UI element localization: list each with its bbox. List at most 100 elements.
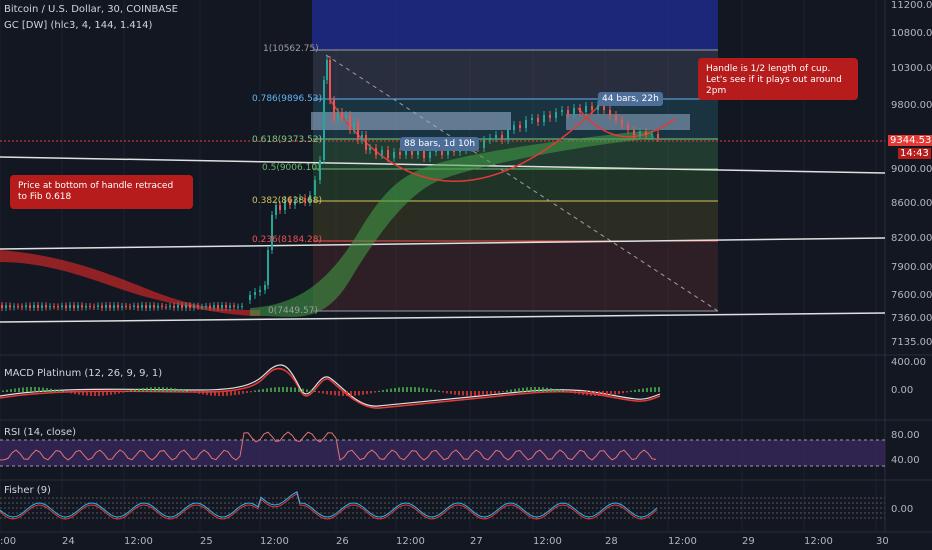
candle-body <box>435 150 437 152</box>
macd-histogram-bar <box>302 388 304 392</box>
fisher-title[interactable]: Fisher (9) <box>4 485 51 496</box>
macd-histogram-bar <box>618 391 620 394</box>
candle-body <box>89 306 91 308</box>
macd-histogram-bar <box>130 390 132 392</box>
candle-body <box>405 150 407 155</box>
candle-body <box>573 108 575 114</box>
candle-body <box>597 105 599 110</box>
macd-histogram-bar <box>422 387 424 392</box>
candle-body <box>213 305 215 308</box>
candle-body <box>549 115 551 118</box>
macd-histogram-bar <box>50 388 52 392</box>
rsi-title[interactable]: RSI (14, close) <box>4 427 77 438</box>
macd-histogram-bar <box>210 391 212 396</box>
macd-title[interactable]: MACD Platinum (12, 26, 9, 9, 1) <box>4 368 163 379</box>
candle-body <box>567 110 569 114</box>
macd-histogram-bar <box>186 390 188 392</box>
macd-histogram-bar <box>162 387 164 392</box>
price-tick: 10300.00 <box>891 63 932 74</box>
candle-body <box>41 305 43 308</box>
candle-body <box>299 198 301 200</box>
macd-histogram-bar <box>86 391 88 396</box>
symbol-title[interactable]: Bitcoin / U.S. Dollar, 30, COINBASE <box>4 4 178 15</box>
candle-body <box>591 106 593 110</box>
right-callout[interactable]: Handle is 1/2 length of cup. Let's see i… <box>698 58 858 100</box>
candle-body <box>85 306 87 308</box>
candle-body <box>157 305 159 308</box>
candle-body <box>201 306 203 308</box>
macd-histogram-bar <box>622 391 624 394</box>
macd-histogram-bar <box>526 387 528 392</box>
macd-histogram-bar <box>54 389 56 392</box>
macd-histogram-bar <box>178 388 180 392</box>
candle-body <box>411 150 413 155</box>
candle-body <box>133 305 135 307</box>
macd-histogram-bar <box>34 387 36 392</box>
macd-histogram-bar <box>470 391 472 396</box>
macd-histogram-bar <box>310 390 312 392</box>
macd-histogram-bar <box>114 391 116 395</box>
time-tick: 12:00 <box>124 536 153 547</box>
macd-histogram-bar <box>350 391 352 396</box>
candle-body <box>627 125 629 130</box>
macd-histogram-bar <box>322 391 324 394</box>
macd-histogram-bar <box>26 387 28 392</box>
macd-histogram-bar <box>66 391 68 393</box>
candle-body <box>319 160 321 180</box>
candle-body <box>326 60 328 80</box>
macd-histogram-bar <box>474 391 476 396</box>
time-tick: 27 <box>470 536 483 547</box>
bars-range-44[interactable]: 44 bars, 22h <box>598 92 663 106</box>
macd-histogram-bar <box>226 391 228 396</box>
macd-histogram-bar <box>346 391 348 396</box>
macd-histogram-bar <box>386 389 388 392</box>
time-tick: 12:00 <box>533 536 562 547</box>
fisher-line <box>0 491 658 518</box>
candle-body <box>189 305 191 308</box>
macd-histogram-bar <box>46 388 48 392</box>
candle-body <box>501 135 503 140</box>
candle-body <box>9 305 11 308</box>
macd-histogram-bar <box>530 387 532 392</box>
macd-histogram-bar <box>522 387 524 392</box>
macd-histogram-bar <box>630 390 632 392</box>
candle-body <box>341 112 343 118</box>
price-tick: 7900.00 <box>891 262 932 273</box>
rsi-tick: 80.00 <box>891 430 920 441</box>
candle-body <box>45 305 47 308</box>
macd-histogram-bar <box>218 391 220 396</box>
macd-histogram-bar <box>358 391 360 396</box>
macd-histogram-bar <box>598 391 600 396</box>
macd-histogram-bar <box>370 391 372 394</box>
gc-ribbon-green <box>250 130 655 317</box>
bars-range-88[interactable]: 88 bars, 1d 10h <box>400 137 480 151</box>
macd-histogram-bar <box>418 387 420 392</box>
macd-histogram-bar <box>382 390 384 392</box>
indicator-title[interactable]: GC [DW] (hlc3, 4, 144, 1.414) <box>4 20 153 31</box>
macd-histogram-bar <box>362 391 364 395</box>
macd-histogram-bar <box>406 387 408 392</box>
macd-histogram-bar <box>502 391 504 393</box>
candle-body <box>105 305 107 308</box>
time-tick: 12:00 <box>804 536 833 547</box>
macd-histogram-bar <box>518 388 520 392</box>
candle-body <box>621 120 623 125</box>
macd-histogram-bar <box>38 387 40 392</box>
macd-histogram-bar <box>410 387 412 392</box>
macd-histogram-bar <box>590 391 592 396</box>
left-callout[interactable]: Price at bottom of handle retraced to Fi… <box>10 175 193 209</box>
candle-body <box>537 118 539 122</box>
candle-body <box>229 305 231 308</box>
macd-histogram-bar <box>6 389 8 392</box>
candle-body <box>153 305 155 308</box>
macd-histogram-bar <box>2 390 4 392</box>
candle-body <box>1 305 3 308</box>
macd-histogram-bar <box>282 387 284 392</box>
candle-body <box>294 200 296 205</box>
macd-histogram-bar <box>578 391 580 395</box>
price-tick: 9800.00 <box>891 100 932 111</box>
macd-histogram-bar <box>30 387 32 392</box>
candle-body <box>585 106 587 112</box>
macd-histogram-bar <box>602 391 604 396</box>
